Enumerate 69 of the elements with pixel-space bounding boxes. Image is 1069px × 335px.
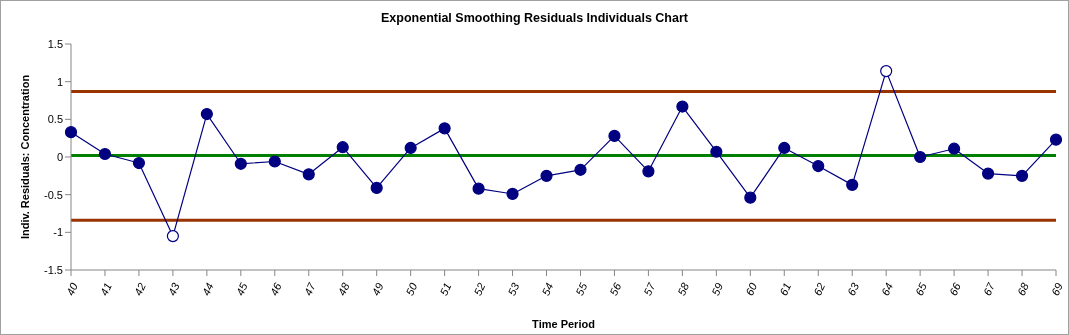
point bbox=[506, 187, 519, 201]
x-tick-label: 58 bbox=[675, 280, 692, 298]
y-tick-label: 1.5 bbox=[47, 37, 63, 50]
x-tick-label: 66 bbox=[946, 280, 964, 298]
x-tick-label: 61 bbox=[777, 281, 794, 298]
point bbox=[676, 100, 689, 113]
y-axis-title: Indiv. Residuals: Concentration bbox=[18, 74, 31, 240]
x-tick-label: 44 bbox=[199, 281, 216, 298]
y-tick-label: 1 bbox=[56, 75, 63, 88]
point bbox=[642, 165, 655, 178]
point bbox=[981, 167, 995, 180]
point bbox=[846, 178, 859, 191]
point bbox=[200, 107, 213, 121]
x-tick-label: 48 bbox=[335, 280, 352, 298]
x-tick-label: 68 bbox=[1014, 280, 1032, 298]
point bbox=[880, 65, 893, 78]
point bbox=[404, 141, 417, 155]
point bbox=[438, 122, 451, 135]
x-tick-label: 42 bbox=[131, 281, 148, 298]
point bbox=[64, 126, 78, 139]
x-tick-label: 57 bbox=[641, 280, 658, 298]
x-tick-label: 40 bbox=[63, 280, 81, 298]
point bbox=[336, 141, 349, 154]
point bbox=[948, 142, 961, 155]
x-tick-label: 49 bbox=[369, 281, 386, 298]
x-tick-label: 62 bbox=[811, 281, 828, 298]
x-tick-label: 64 bbox=[879, 281, 896, 298]
y-tick-label: 0 bbox=[56, 150, 63, 163]
point bbox=[268, 155, 281, 168]
x-tick-label: 59 bbox=[709, 281, 726, 298]
x-tick-label: 45 bbox=[233, 280, 251, 298]
point bbox=[302, 168, 315, 181]
chart-title: Exponential Smoothing Residuals Individuals Chart bbox=[380, 11, 689, 25]
point bbox=[710, 145, 723, 158]
x-tick-label: 56 bbox=[607, 280, 624, 298]
x-tick-label: 41 bbox=[97, 281, 114, 298]
x-tick-label: 65 bbox=[912, 280, 930, 298]
y-tick-label: 0.5 bbox=[47, 113, 63, 126]
x-axis-title: Time Period bbox=[532, 318, 595, 330]
x-tick-label: 69 bbox=[1048, 281, 1065, 298]
x-tick-label: 51 bbox=[437, 281, 454, 298]
x-tick-label: 43 bbox=[165, 280, 183, 298]
x-tick-label: 50 bbox=[403, 280, 420, 298]
point bbox=[744, 191, 757, 204]
point bbox=[132, 156, 146, 170]
x-tick-label: 47 bbox=[301, 280, 319, 298]
point bbox=[234, 157, 247, 170]
x-tick-label: 55 bbox=[573, 280, 590, 298]
x-tick-label: 60 bbox=[743, 280, 760, 298]
point bbox=[914, 150, 927, 164]
x-tick-label: 63 bbox=[845, 280, 862, 298]
y-tick-label: -1 bbox=[53, 226, 63, 239]
point bbox=[540, 169, 553, 182]
x-tick-label: 54 bbox=[539, 281, 556, 298]
x-tick-label: 52 bbox=[471, 281, 488, 298]
point bbox=[608, 129, 621, 143]
x-tick-label: 46 bbox=[267, 280, 285, 298]
point bbox=[1015, 169, 1029, 182]
y-tick-label: -1.5 bbox=[44, 263, 63, 276]
point bbox=[778, 141, 791, 155]
x-tick-label: 53 bbox=[505, 280, 522, 298]
point bbox=[98, 147, 112, 161]
point bbox=[812, 159, 825, 173]
point bbox=[472, 182, 485, 195]
point bbox=[574, 163, 587, 176]
y-tick-label: -0.5 bbox=[44, 188, 63, 201]
point bbox=[370, 181, 383, 194]
point bbox=[1049, 133, 1063, 146]
x-tick-label: 67 bbox=[980, 280, 998, 298]
